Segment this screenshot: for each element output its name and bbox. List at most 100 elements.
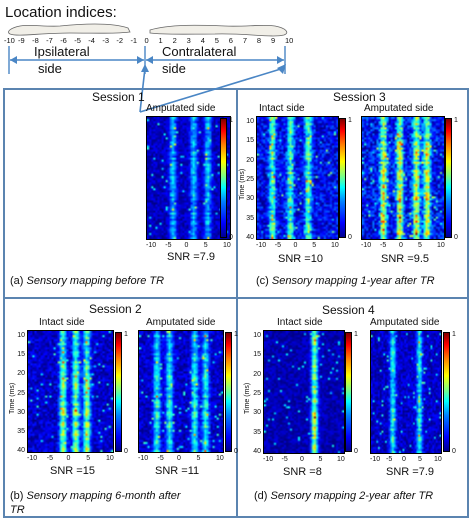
panel-a-amputated-side-label: Amputated side <box>146 103 216 114</box>
y-tick-label: 20 <box>17 370 25 378</box>
session-1-title: Session 1 <box>92 90 145 104</box>
location-index-label: -7 <box>46 36 53 45</box>
location-index-label: -5 <box>74 36 81 45</box>
location-index-label: -9 <box>18 36 25 45</box>
colorbar-tick-1: 1 <box>452 331 456 338</box>
x-tick-label: -10 <box>263 456 274 463</box>
location-index-label: 5 <box>214 36 219 45</box>
caption-c: (c) Sensory mapping 1-year after TR <box>256 276 435 287</box>
colorbar-tick-0: 0 <box>124 448 128 455</box>
location-index-label: -8 <box>32 36 39 45</box>
colorbar-tick-1: 1 <box>234 331 238 338</box>
heatmap-session-3-amputated <box>361 116 445 240</box>
x-tick-label: -5 <box>380 242 387 249</box>
y-tick-label: 30 <box>17 408 25 416</box>
colorbar-tick-0: 0 <box>452 448 456 455</box>
location-index-label: -2 <box>116 36 124 45</box>
x-tick-label: 0 <box>402 456 406 463</box>
colorbar-session-3-amputated <box>445 118 452 238</box>
snr-session-4-amputated: SNR =7.9 <box>386 466 434 478</box>
y-axis-label-session-3: Time (ms) <box>239 168 246 200</box>
location-index-label: -3 <box>102 36 110 45</box>
x-tick-label: -5 <box>165 242 172 249</box>
location-index-label: -10 <box>4 36 15 45</box>
session-3-title: Session 3 <box>333 90 386 104</box>
location-index-label: 10 <box>285 36 294 45</box>
location-index-label: 0 <box>144 36 149 45</box>
y-tick-label: 15 <box>17 351 25 359</box>
colorbar-session-4-intact <box>345 332 352 452</box>
x-tick-label: -10 <box>361 242 372 249</box>
x-tick-label: -5 <box>274 242 281 249</box>
caption-b-prefix: (b) <box>10 490 27 502</box>
contralateral-sub-label: side <box>162 61 186 76</box>
y-tick-label: 20 <box>246 156 254 164</box>
colorbar-tick-0: 0 <box>229 234 233 241</box>
caption-c-prefix: (c) <box>256 275 272 287</box>
x-tick-label: 0 <box>293 242 298 249</box>
colorbar-tick-1: 1 <box>124 331 128 338</box>
x-tick-label: -5 <box>281 456 288 463</box>
snr-session-2-intact: SNR =15 <box>50 465 95 477</box>
x-tick-label: 0 <box>184 242 189 249</box>
x-ticks-session-3-intact: -10 -5 0 5 10 <box>256 242 339 250</box>
caption-a-text: Sensory mapping before TR <box>26 275 165 287</box>
panel-d-session-4 <box>236 297 469 518</box>
colorbar-tick-0: 0 <box>454 234 458 241</box>
snr-session-3-amputated: SNR =9.5 <box>381 253 429 265</box>
colorbar-tick-0: 0 <box>234 448 238 455</box>
x-ticks-session-4-intact: -10 -5 0 5 10 <box>263 456 345 464</box>
location-index-label: -1 <box>130 36 138 45</box>
x-tick-label: 5 <box>418 242 422 249</box>
heatmap-session-2-amputated <box>138 330 224 453</box>
y-tick-label: 35 <box>246 214 254 222</box>
caption-b: (b) Sensory mapping 6-month after <box>10 491 181 502</box>
ipsilateral-sub-label: side <box>38 61 62 76</box>
colorbar-tick-0: 0 <box>354 448 358 455</box>
y-tick-label: 35 <box>17 427 25 435</box>
heatmap-session-3-intact <box>256 116 339 240</box>
x-tick-label: 10 <box>434 456 442 463</box>
x-tick-label: 10 <box>331 242 339 249</box>
caption-a-prefix: (a) <box>10 275 27 287</box>
x-tick-label: 0 <box>399 242 403 249</box>
heatmap-session-2-intact <box>27 330 114 453</box>
x-tick-label: -5 <box>157 455 164 462</box>
location-index-label: 7 <box>242 36 248 45</box>
x-ticks-session-2-intact: -10 -5 0 5 10 <box>27 455 114 463</box>
y-tick-label: 15 <box>246 137 254 145</box>
y-ticks-session-3: 10 15 20 25 30 35 40 <box>240 116 254 241</box>
y-tick-label: 20 <box>253 370 261 378</box>
x-tick-label: -10 <box>146 242 157 249</box>
snr-session-2-amputated: SNR =11 <box>155 465 200 477</box>
y-tick-label: 35 <box>253 428 261 436</box>
y-tick-label: 40 <box>17 447 25 454</box>
location-index-label: 1 <box>158 36 163 45</box>
x-tick-label: 5 <box>86 455 91 462</box>
y-tick-label: 25 <box>253 390 261 397</box>
location-index-row: -10 -9 -8 -7 -6 -5 -4 -3 -2 -1 0 1 2 3 4 5 6 7 8 9 10 <box>4 37 294 47</box>
location-indices-title: Location indices: <box>5 4 117 21</box>
colorbar-tick-1: 1 <box>229 117 233 124</box>
colorbar-tick-1: 1 <box>348 117 352 124</box>
y-tick-label: 10 <box>253 332 261 339</box>
location-index-label: 9 <box>270 36 276 45</box>
location-index-label: 4 <box>200 36 205 45</box>
y-axis-label-session-2: Time (ms) <box>9 382 16 414</box>
x-tick-label: -5 <box>386 456 393 463</box>
location-index-label: 6 <box>228 36 233 45</box>
y-tick-label: 40 <box>246 234 254 241</box>
caption-b-line2: TR <box>10 505 25 516</box>
location-index-label: 2 <box>172 36 177 45</box>
x-tick-label: -10 <box>256 242 267 249</box>
location-index-label: 8 <box>256 36 262 45</box>
x-tick-label: -10 <box>27 455 38 462</box>
x-tick-label: 10 <box>106 455 114 462</box>
colorbar-tick-1: 1 <box>454 117 458 124</box>
x-ticks-session-3-amputated: -10 -5 0 5 10 <box>361 242 445 250</box>
panel-c-amputated-side-label: Amputated side <box>364 103 434 114</box>
caption-b-text: Sensory mapping 6-month after <box>26 490 181 502</box>
x-tick-label: 0 <box>66 455 71 462</box>
y-tick-label: 30 <box>253 409 261 417</box>
y-tick-label: 25 <box>246 176 254 183</box>
